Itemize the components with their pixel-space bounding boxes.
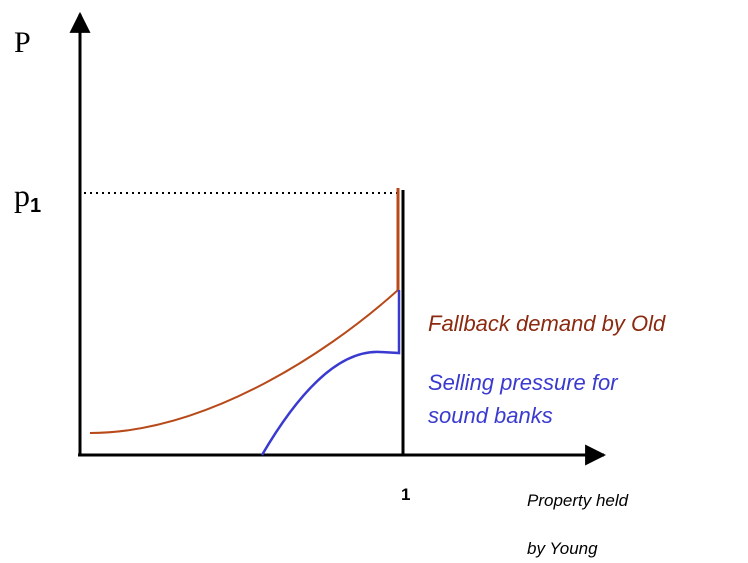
selling-label: sound banks [428, 403, 553, 428]
selling-pressure-curve [260, 290, 401, 456]
fallback-demand-curve [89, 289, 399, 434]
fallback-label: Fallback demand by Old [428, 311, 666, 336]
price-level-base: p [14, 177, 30, 213]
y-axis-label: P [14, 26, 31, 59]
x-tick-label: 1 [401, 485, 410, 504]
x-axis-label: by Young [527, 539, 598, 558]
price-level-subscript: 1 [30, 195, 41, 217]
price-level-label: p1 [14, 177, 41, 217]
selling-label: Selling pressure for [428, 370, 619, 395]
x-axis-label: Property held [527, 491, 629, 510]
